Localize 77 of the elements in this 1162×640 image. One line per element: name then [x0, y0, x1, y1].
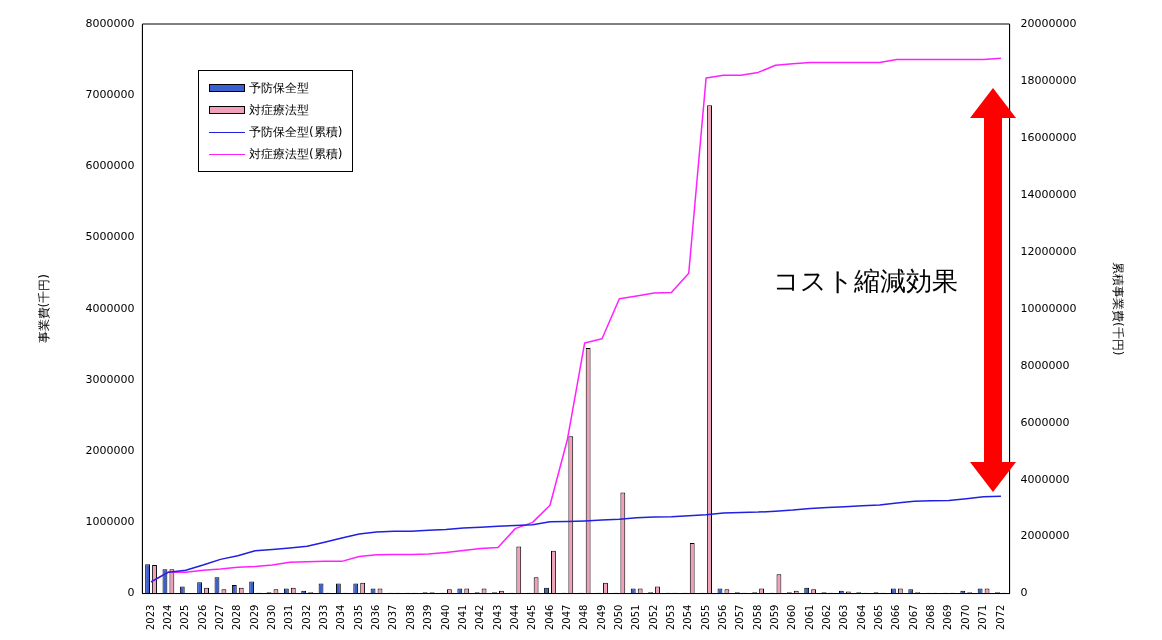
y-tick-label: 0: [127, 586, 135, 600]
y2-tick-label: 16000000: [1020, 130, 1077, 144]
legend-label: 予防保全型(累積): [249, 123, 343, 141]
x-tick-label: 2057: [734, 604, 746, 630]
x-tick-label: 2068: [925, 604, 937, 630]
x-tick-label: 2042: [474, 604, 486, 630]
y2-tick-label: 2000000: [1020, 529, 1070, 543]
y-tick-label: 4000000: [85, 301, 135, 315]
x-tick-label: 2051: [630, 604, 642, 630]
legend-label: 対症療法型: [249, 101, 309, 119]
x-tick-label: 2038: [404, 604, 416, 630]
x-tick-label: 2024: [162, 604, 173, 630]
x-tick-label: 2052: [647, 604, 659, 630]
x-tick-label: 2037: [387, 604, 399, 630]
x-tick-label: 2036: [370, 604, 382, 630]
y-tick-label: 3000000: [85, 372, 135, 386]
x-tick-label: 2030: [266, 604, 278, 630]
x-tick-label: 2060: [786, 604, 798, 630]
x-tick-label: 2046: [543, 604, 555, 630]
y2-tick-label: 6000000: [1020, 415, 1070, 429]
x-tick-label: 2025: [179, 604, 191, 630]
y2-tick-label: 20000000: [1020, 16, 1077, 30]
x-tick-label: 2033: [318, 604, 330, 630]
annotation: コスト縮減効果: [772, 265, 958, 296]
x-tick-label: 2039: [422, 604, 434, 630]
y-tick-label: 1000000: [85, 515, 135, 529]
x-tick-label: 2063: [838, 604, 850, 630]
x-tick-label: 2070: [959, 604, 971, 630]
x-tick-label: 2065: [873, 604, 885, 630]
y-tick-label: 5000000: [85, 230, 135, 244]
x-tick-label: 2028: [231, 604, 243, 630]
x-tick-label: 2023: [144, 604, 156, 630]
x-tick-label: 2049: [595, 604, 607, 630]
y2-tick-label: 12000000: [1020, 244, 1077, 258]
y2-axis-title: 累積事業費(千円): [1110, 262, 1125, 356]
x-tick-label: 2026: [196, 604, 208, 630]
x-tick-label: 2045: [526, 604, 538, 630]
x-tick-label: 2056: [717, 604, 729, 630]
y-tick-label: 8000000: [85, 16, 135, 30]
x-tick-label: 2050: [612, 604, 624, 630]
x-tick-label: 2059: [769, 604, 781, 630]
x-tick-label: 2054: [682, 604, 694, 630]
x-tick-label: 2040: [439, 604, 451, 630]
x-tick-label: 2071: [977, 604, 989, 630]
x-tick-label: 2064: [855, 604, 867, 630]
x-tick-label: 2047: [560, 604, 572, 630]
y-axis-title: 事業費(千円): [37, 274, 52, 344]
legend-label: 予防保全型: [249, 79, 309, 97]
x-tick-label: 2031: [283, 604, 295, 630]
x-tick-label: 2053: [664, 604, 676, 630]
x-tick-label: 2062: [821, 604, 833, 630]
y-tick-label: 7000000: [85, 88, 135, 102]
x-tick-label: 2035: [352, 604, 364, 630]
x-tick-label: 2041: [456, 604, 468, 630]
x-tick-label: 2044: [508, 604, 520, 630]
y2-tick-label: 10000000: [1020, 301, 1077, 315]
x-tick-label: 2055: [699, 604, 711, 630]
y2-tick-label: 14000000: [1020, 187, 1077, 201]
x-tick-label: 2043: [491, 604, 503, 630]
y2-tick-label: 0: [1020, 586, 1028, 600]
legend-label: 対症療法型(累積): [249, 145, 343, 163]
y2-tick-label: 8000000: [1020, 358, 1070, 372]
x-tick-label: 2029: [248, 604, 260, 630]
y2-tick-label: 18000000: [1020, 73, 1077, 87]
x-tick-label: 2027: [214, 604, 226, 630]
y-tick-label: 6000000: [85, 159, 135, 173]
x-tick-label: 2067: [907, 604, 919, 630]
x-tick-label: 2066: [890, 604, 902, 630]
x-tick-label: 2034: [335, 604, 347, 630]
y2-tick-label: 4000000: [1020, 472, 1070, 486]
x-tick-label: 2048: [578, 604, 590, 630]
x-tick-label: 2072: [994, 604, 1006, 630]
x-tick-label: 2032: [300, 604, 312, 630]
x-tick-label: 2058: [751, 604, 763, 630]
x-tick-label: 2061: [803, 604, 815, 630]
x-tick-label: 2069: [942, 604, 954, 630]
y-tick-label: 2000000: [85, 444, 135, 458]
